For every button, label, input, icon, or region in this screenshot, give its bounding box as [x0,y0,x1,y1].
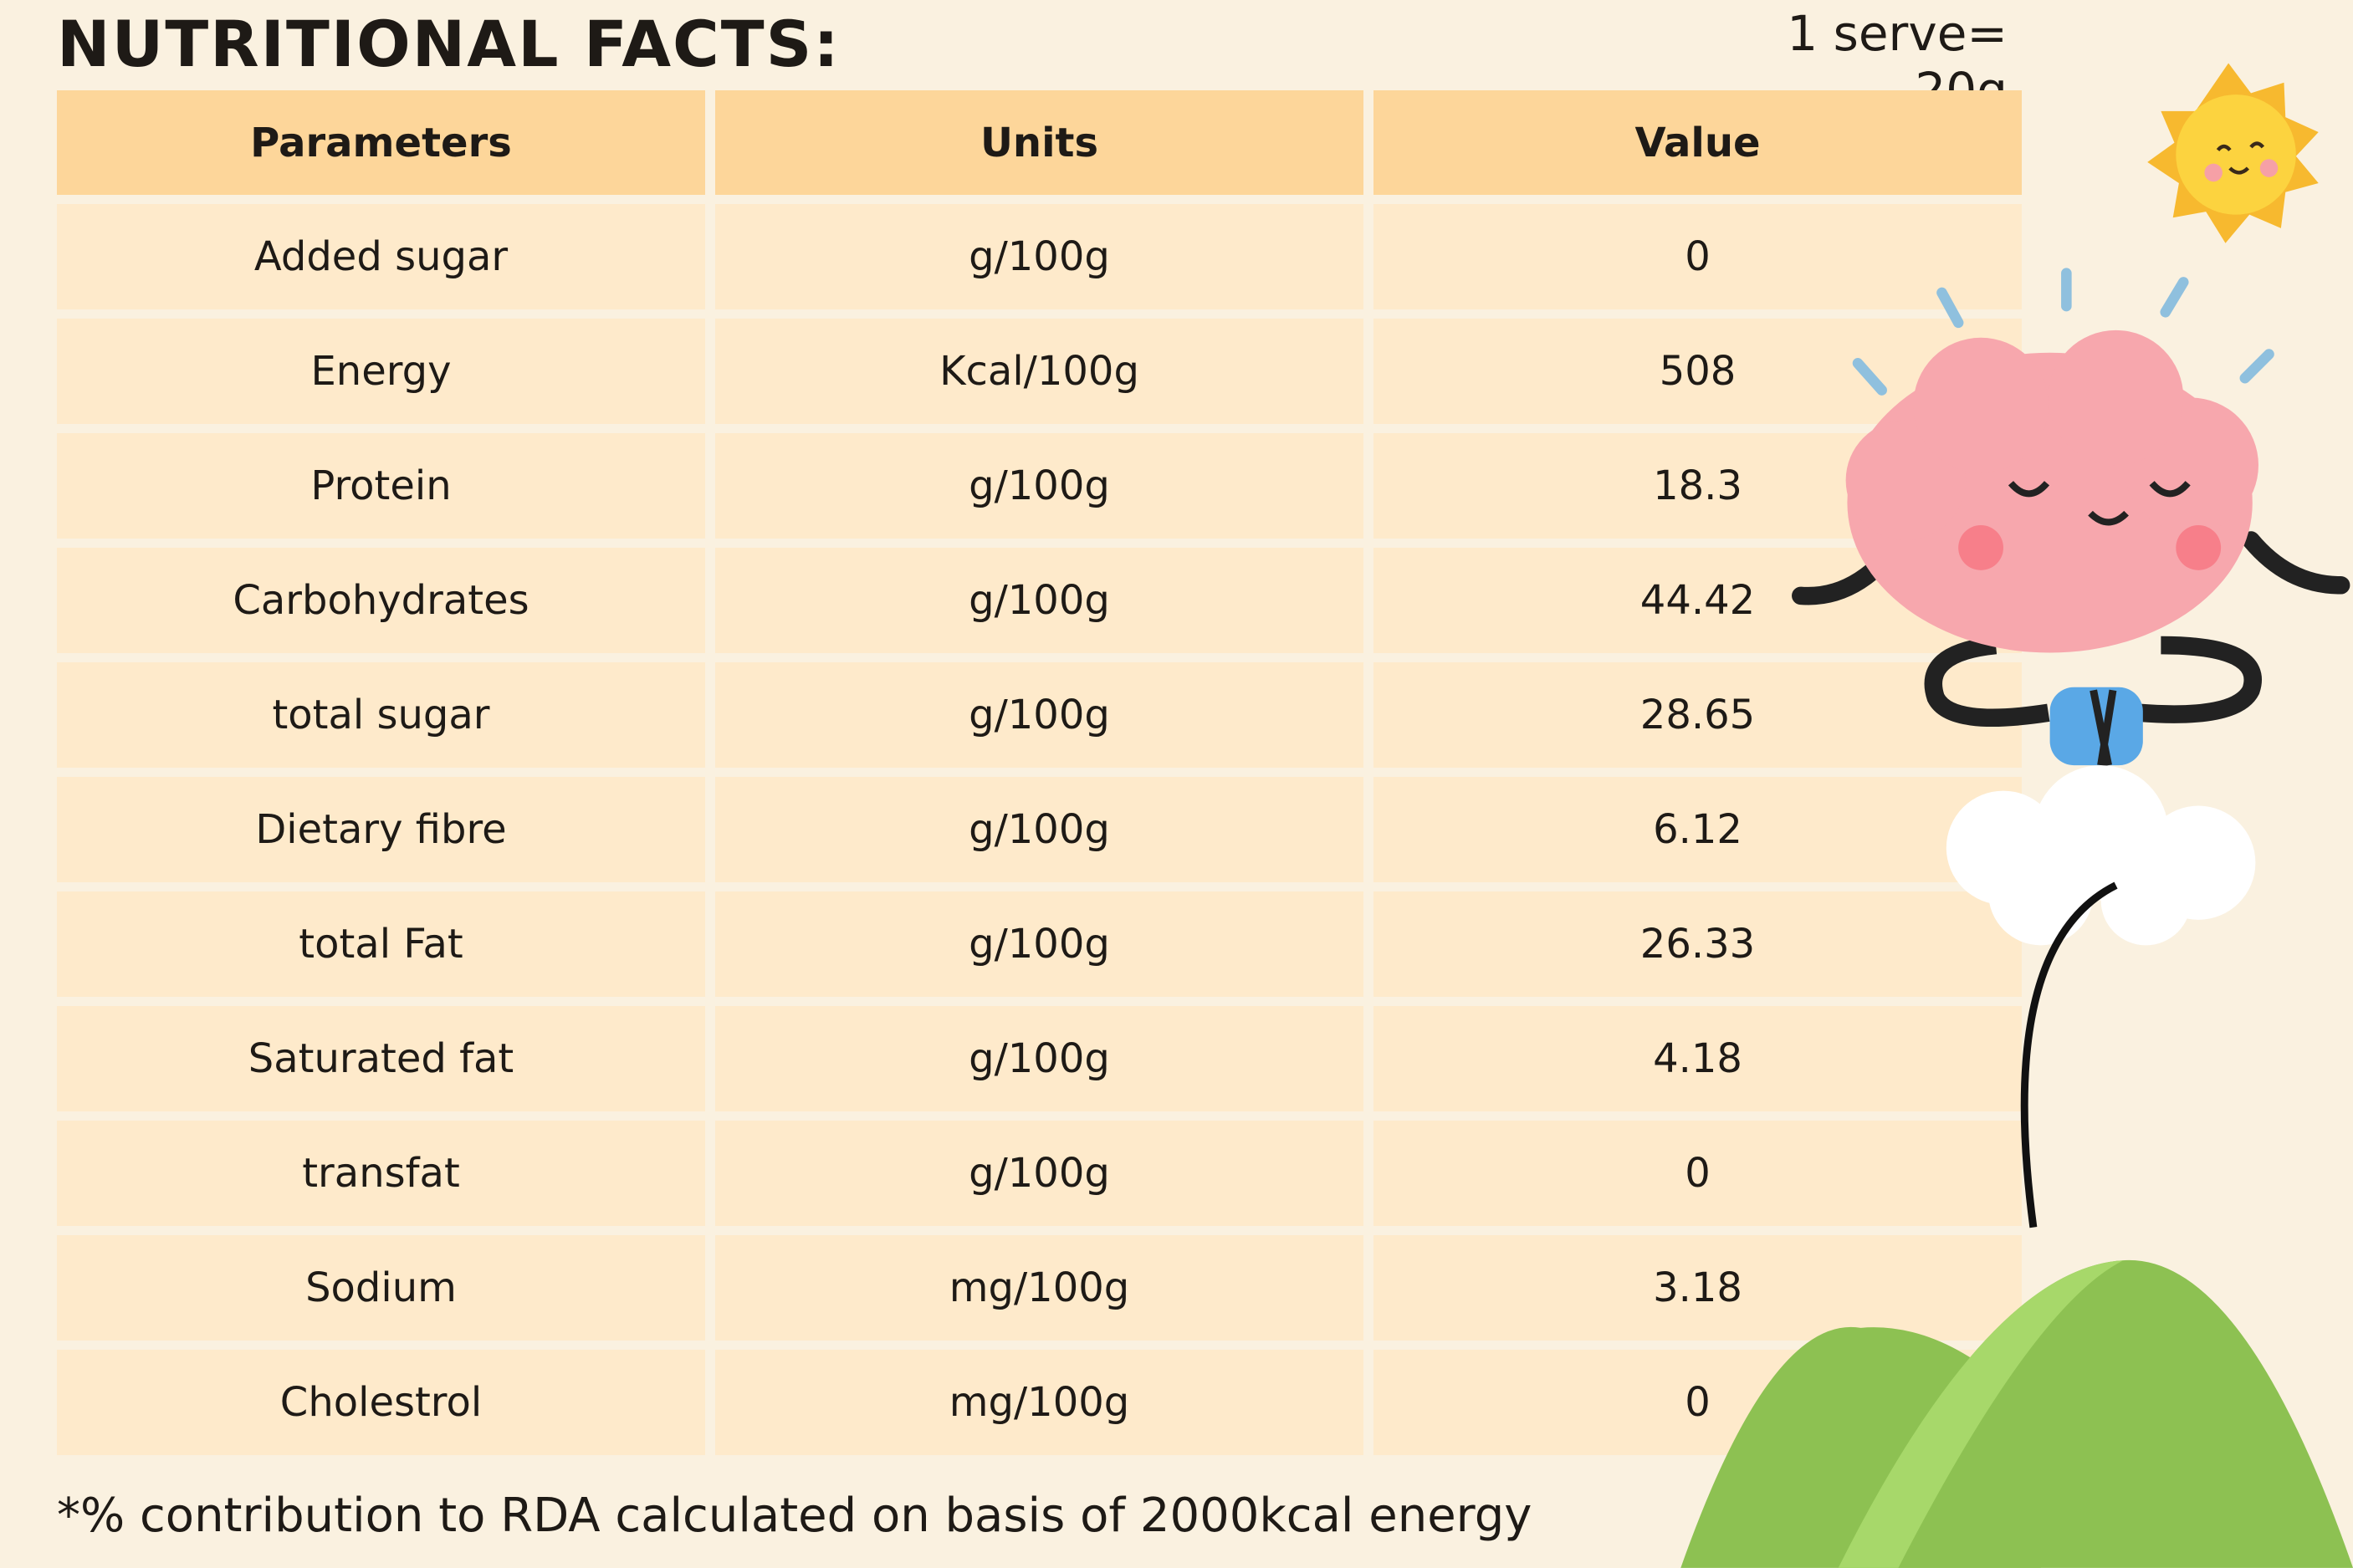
table-cell: g/100g [715,1121,1363,1226]
table-cell: g/100g [715,548,1363,653]
footnote: *% contribution to RDA calculated on bas… [57,1489,1532,1543]
table-cell: 3.18 [1373,1235,2022,1341]
table-cell: Saturated fat [57,1006,705,1111]
table-cell: 508 [1373,319,2022,424]
table-cell: 18.3 [1373,433,2022,539]
table-cell: total Fat [57,891,705,997]
table-cell: Kcal/100g [715,319,1363,424]
nutrition-table: Parameters Units Value Added sugar g/100g 0 En… [57,90,2022,1455]
table-cell: 26.33 [1373,891,2022,997]
table-cell: g/100g [715,891,1363,997]
table-cell: Protein [57,433,705,539]
table-cell: 44.42 [1373,548,2022,653]
column-header: Value [1373,90,2022,195]
table-cell: 0 [1373,204,2022,309]
table-cell: 4.18 [1373,1006,2022,1111]
table-cell: Sodium [57,1235,705,1341]
table-cell: 0 [1373,1350,2022,1455]
table-cell: 6.12 [1373,777,2022,882]
table-cell: g/100g [715,204,1363,309]
swoosh [2020,881,2118,1228]
table-cell: 0 [1373,1121,2022,1226]
table-cell: mg/100g [715,1350,1363,1455]
table-cell: total sugar [57,662,705,768]
table-cell: Added sugar [57,204,705,309]
table-cell: transfat [57,1121,705,1226]
column-header: Units [715,90,1363,195]
table-cell: Cholestrol [57,1350,705,1455]
table-cell: g/100g [715,777,1363,882]
table-cell: g/100g [715,1006,1363,1111]
table-cell: mg/100g [715,1235,1363,1341]
table-cell: Dietary fibre [57,777,705,882]
table-cell: g/100g [715,433,1363,539]
title: NUTRITIONAL FACTS: [57,7,841,81]
table-cell: 28.65 [1373,662,2022,768]
table-cell: Carbohydrates [57,548,705,653]
column-header: Parameters [57,90,705,195]
table-cell: Energy [57,319,705,424]
sun [2147,63,2319,243]
table-cell: g/100g [715,662,1363,768]
